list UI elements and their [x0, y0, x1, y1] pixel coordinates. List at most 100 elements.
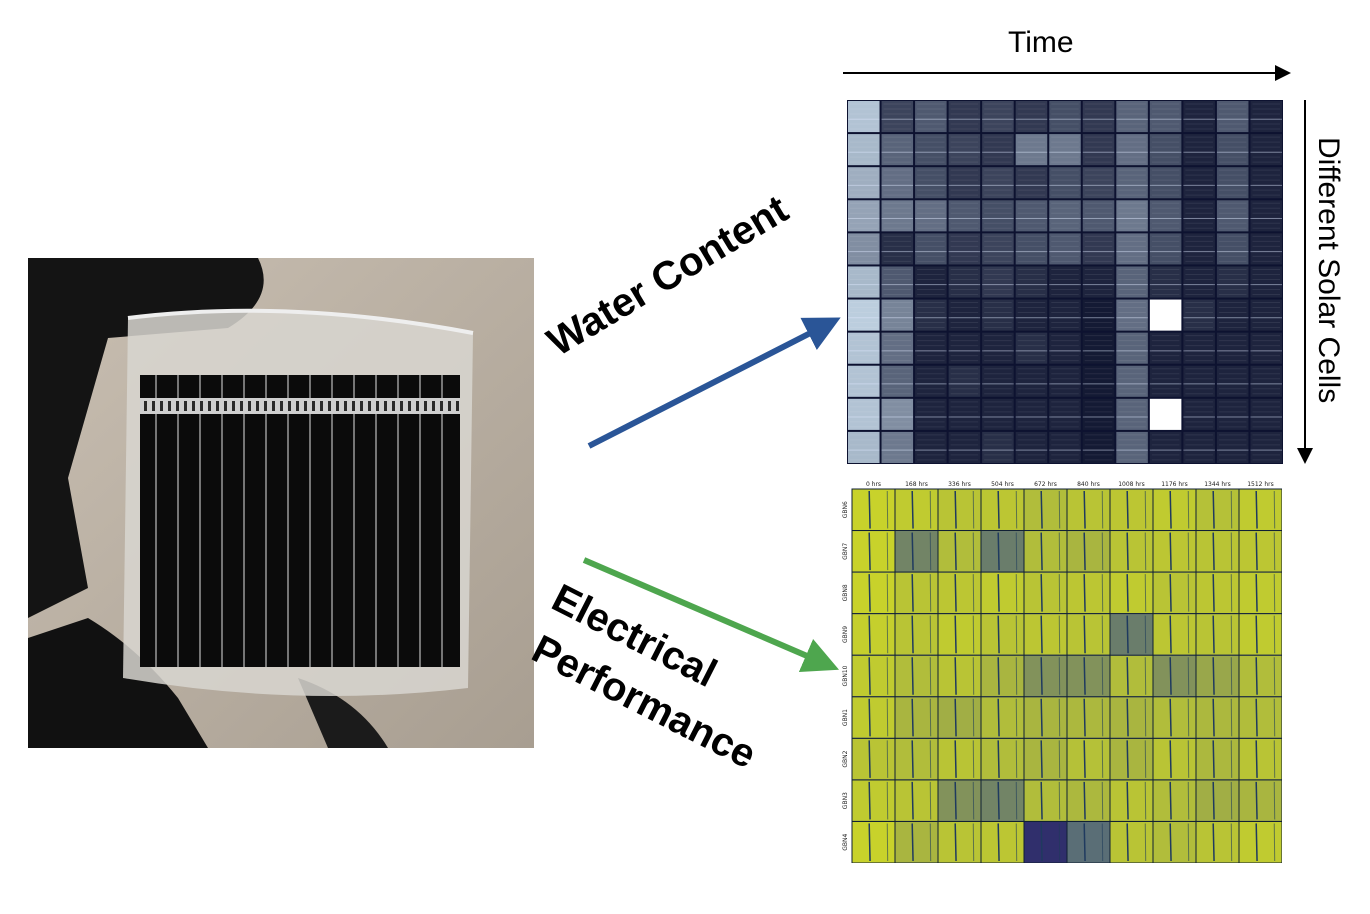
water-tile: [1250, 299, 1282, 331]
water-tile: [1183, 431, 1215, 463]
water-tile: [915, 233, 947, 265]
water-tile: [1183, 200, 1215, 232]
perf-tile: [1110, 780, 1153, 821]
water-tile: [881, 233, 914, 265]
water-tile: [1149, 200, 1182, 232]
perf-tile: [1110, 738, 1153, 780]
water-tile: [848, 431, 880, 463]
water-tile: [1116, 167, 1148, 199]
water-tile: [1250, 332, 1282, 364]
water-tile: [948, 101, 981, 133]
water-tile: [1015, 134, 1048, 166]
perf-column-label: 1344 hrs: [1204, 481, 1231, 488]
perf-tile: [1239, 738, 1282, 780]
water-tile: [848, 332, 880, 364]
water-tile: [948, 167, 981, 199]
water-tile: [1082, 233, 1115, 265]
water-tile: [948, 332, 981, 364]
perf-tile: [1153, 738, 1196, 780]
perf-tile: [1196, 697, 1239, 738]
perf-tile: [938, 489, 981, 531]
water-tile: [948, 233, 981, 265]
perf-row-label: GBN1: [842, 709, 849, 726]
perf-tile: [895, 655, 938, 697]
perf-tile: [981, 821, 1024, 863]
water-tile: [1250, 431, 1282, 463]
water-tile: [1015, 266, 1048, 298]
perf-tile: [1110, 821, 1153, 863]
water-tile: [1082, 101, 1115, 133]
water-tile: [1183, 134, 1215, 166]
perf-tile: [1110, 572, 1153, 614]
perf-tile: [1196, 738, 1239, 780]
water-tile: [1015, 398, 1048, 430]
water-tile: [948, 431, 981, 463]
water-tile: [1049, 332, 1081, 364]
water-tile: [1183, 266, 1215, 298]
perf-tile: [895, 531, 938, 572]
water-tile: [948, 365, 981, 397]
perf-tile: [1024, 780, 1067, 821]
perf-tile: [852, 489, 895, 531]
perf-tile: [1239, 489, 1282, 531]
water-tile: [982, 200, 1014, 232]
water-tile: [948, 398, 981, 430]
perf-tile: [1067, 821, 1110, 863]
water-tile: [1049, 134, 1081, 166]
perf-tile: [1239, 531, 1282, 572]
water-tile: [848, 134, 880, 166]
water-tile: [948, 299, 981, 331]
water-tile: [1116, 431, 1148, 463]
water-tile: [1183, 167, 1215, 199]
perf-tile: [1110, 489, 1153, 531]
water-tile: [982, 167, 1014, 199]
water-tile: [848, 233, 880, 265]
busbar-pattern: [140, 398, 460, 414]
perf-row-label: GBN3: [842, 792, 849, 809]
water-tile: [1250, 200, 1282, 232]
water-tile: [881, 134, 914, 166]
electrical-performance-image-grid: 0 hrs 168 hrs 336 hrs 504 hrs 672 hrs 840 hrs…: [838, 477, 1283, 864]
perf-tile: [1067, 655, 1110, 697]
perf-tile: [852, 780, 895, 821]
water-tile: [1149, 365, 1182, 397]
water-tile: [1049, 398, 1081, 430]
water-tile: [1250, 233, 1282, 265]
perf-column-label: 1512 hrs: [1247, 481, 1274, 488]
water-tile: [1082, 365, 1115, 397]
water-tile: [848, 101, 880, 133]
water-tile: [982, 299, 1014, 331]
water-tile: [881, 266, 914, 298]
perf-tile: [1024, 572, 1067, 614]
perf-column-label: 840 hrs: [1077, 481, 1100, 488]
perf-tile: [1153, 531, 1196, 572]
water-tile: [1015, 365, 1048, 397]
water-tile: [1049, 299, 1081, 331]
water-tile: [848, 167, 880, 199]
perf-column-label: 336 hrs: [948, 481, 971, 488]
perf-tile: [981, 531, 1024, 572]
water-tile: [982, 134, 1014, 166]
perf-tile: [938, 655, 981, 697]
water-tile: [881, 431, 914, 463]
water-tile: [881, 398, 914, 430]
perf-tile: [938, 697, 981, 738]
perf-tile: [1153, 489, 1196, 531]
water-tile: [1216, 101, 1249, 133]
water-tile: [1149, 233, 1182, 265]
perf-tile: [852, 821, 895, 863]
water-tile: [1116, 101, 1148, 133]
water-content-image-grid: [847, 100, 1283, 464]
perf-tile: [938, 531, 981, 572]
perf-tile: [1196, 489, 1239, 531]
water-tile: [915, 200, 947, 232]
perf-tile: [1196, 572, 1239, 614]
water-tile: [982, 332, 1014, 364]
water-tile: [1183, 101, 1215, 133]
water-tile: [1049, 365, 1081, 397]
perf-tile: [895, 697, 938, 738]
perf-tile: [852, 697, 895, 738]
water-tile: [848, 299, 880, 331]
water-tile: [848, 365, 880, 397]
water-tile: [1216, 167, 1249, 199]
